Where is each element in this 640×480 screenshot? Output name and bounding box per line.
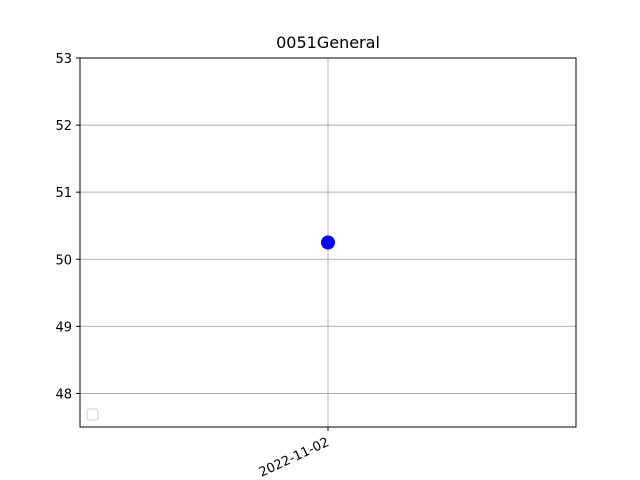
y-tick-label: 48 xyxy=(55,387,72,402)
y-tick-label: 51 xyxy=(55,186,72,201)
y-tick-label: 52 xyxy=(55,119,72,134)
data-point xyxy=(321,235,335,250)
y-tick-label: 50 xyxy=(55,253,72,268)
legend-box xyxy=(86,408,99,421)
y-tick-label: 49 xyxy=(55,320,72,335)
y-tick-label: 53 xyxy=(55,52,72,67)
chart-title: 0051General xyxy=(276,33,380,52)
data-points xyxy=(321,235,335,250)
